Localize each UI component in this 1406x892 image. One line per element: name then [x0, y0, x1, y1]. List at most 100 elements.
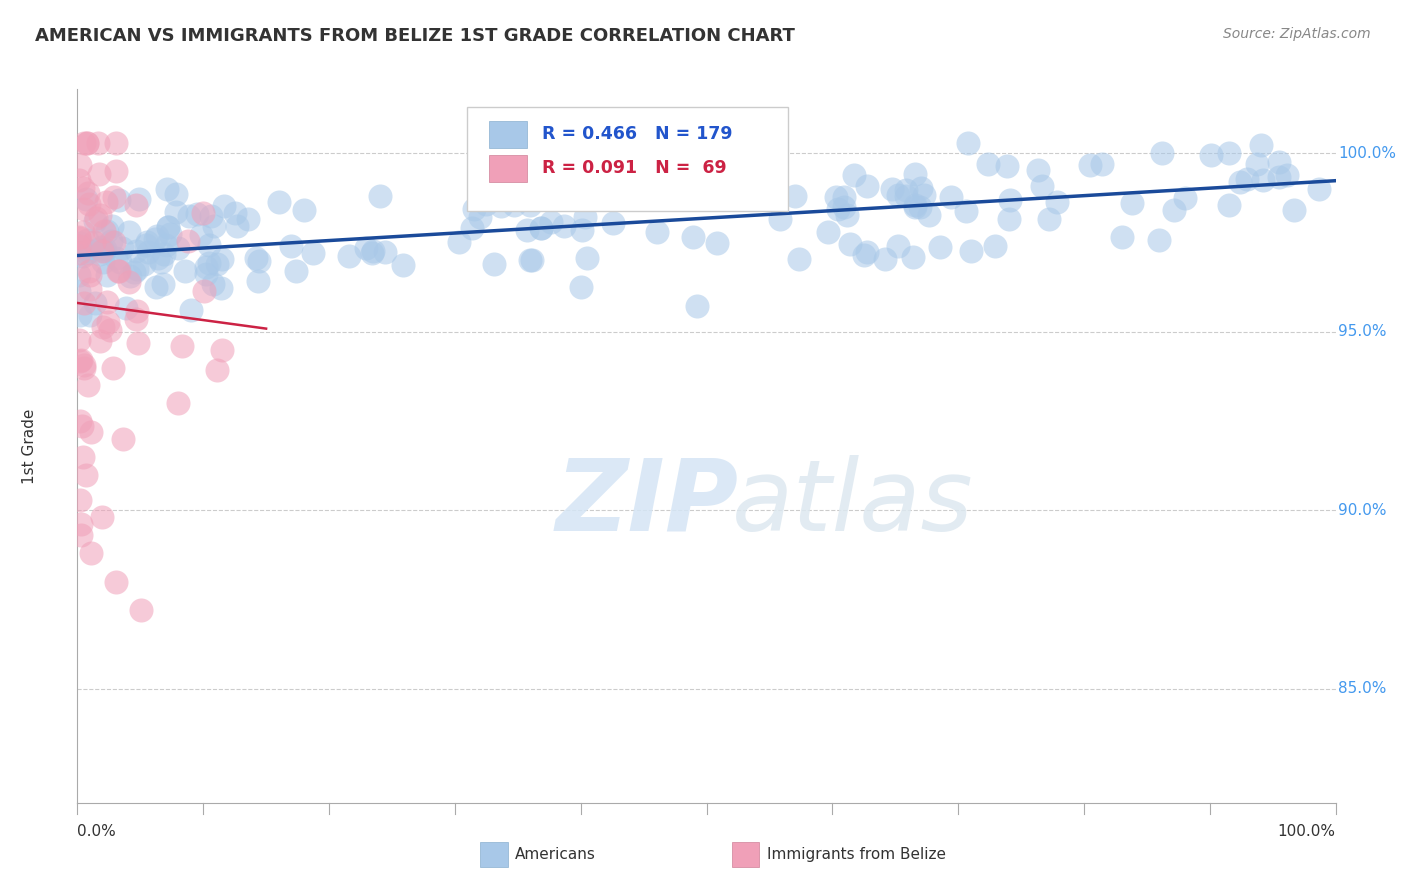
Point [1038, 211, 1060, 226]
Point [80, 546, 103, 560]
Point [463, 202, 485, 216]
Point [167, 241, 190, 255]
Point [98, 323, 121, 337]
Point [165, 186, 187, 201]
Text: Americans: Americans [515, 847, 596, 862]
Point [195, 267, 218, 281]
Point [97, 315, 120, 329]
Point [202, 277, 225, 291]
Point [145, 280, 167, 294]
Point [67, 333, 90, 347]
Point [73, 360, 96, 375]
Point [101, 219, 124, 233]
Point [76, 233, 98, 247]
Bar [489, 120, 527, 148]
Point [96, 294, 118, 309]
Point [827, 202, 849, 217]
Point [880, 182, 903, 196]
Point [530, 221, 553, 235]
Point [211, 252, 233, 267]
Point [156, 181, 179, 195]
Point [72, 249, 94, 263]
Point [136, 235, 159, 249]
Point [110, 255, 132, 269]
Point [686, 299, 709, 313]
Point [136, 244, 159, 259]
Text: Source: ZipAtlas.com: Source: ZipAtlas.com [1223, 27, 1371, 41]
Point [904, 198, 927, 212]
Point [224, 206, 246, 220]
Point [128, 192, 150, 206]
Point [159, 227, 181, 242]
Point [908, 200, 931, 214]
Point [246, 274, 269, 288]
Point [105, 251, 128, 265]
Point [127, 336, 149, 351]
Point [79, 308, 101, 322]
Point [519, 198, 541, 212]
Point [368, 189, 391, 203]
Point [337, 248, 360, 262]
Point [108, 193, 131, 207]
Point [124, 244, 146, 258]
Point [468, 210, 491, 224]
Bar [489, 155, 527, 182]
Point [93, 224, 115, 238]
Point [76, 136, 98, 151]
Point [77, 263, 100, 277]
Point [1308, 182, 1330, 196]
Text: 100.0%: 100.0% [1278, 824, 1336, 839]
Point [363, 244, 385, 258]
Point [103, 235, 125, 249]
Point [1152, 145, 1174, 160]
Point [1268, 155, 1291, 169]
Point [146, 229, 169, 244]
Point [447, 235, 470, 250]
Point [1046, 194, 1069, 209]
Point [682, 229, 704, 244]
Point [90, 240, 112, 254]
Point [69, 528, 91, 542]
Point [107, 264, 129, 278]
Point [83, 296, 105, 310]
Point [910, 181, 932, 195]
Point [93, 244, 115, 259]
Point [69, 492, 91, 507]
Bar [731, 842, 759, 867]
Point [1250, 138, 1272, 153]
Point [1121, 196, 1143, 211]
Point [77, 197, 100, 211]
Point [540, 214, 562, 228]
Point [72, 136, 94, 150]
Point [1163, 202, 1185, 217]
Point [111, 241, 134, 255]
Point [1236, 171, 1258, 186]
Point [105, 163, 128, 178]
Point [491, 199, 513, 213]
Point [170, 339, 193, 353]
Bar [479, 842, 508, 867]
Point [174, 264, 197, 278]
Point [957, 136, 980, 150]
Point [894, 189, 917, 203]
Point [374, 244, 396, 259]
Point [79, 281, 101, 295]
Point [825, 190, 848, 204]
Point [226, 219, 249, 234]
Point [645, 225, 668, 239]
Point [103, 360, 125, 375]
Point [284, 263, 307, 277]
Point [115, 301, 138, 315]
Point [461, 220, 484, 235]
Point [302, 245, 325, 260]
Text: 90.0%: 90.0% [1339, 503, 1386, 517]
Point [202, 219, 225, 233]
Point [392, 258, 415, 272]
Point [156, 219, 179, 234]
Point [574, 211, 596, 225]
Point [838, 237, 860, 252]
Point [96, 224, 118, 238]
Point [1026, 163, 1049, 178]
Point [155, 237, 177, 252]
Point [929, 239, 952, 253]
